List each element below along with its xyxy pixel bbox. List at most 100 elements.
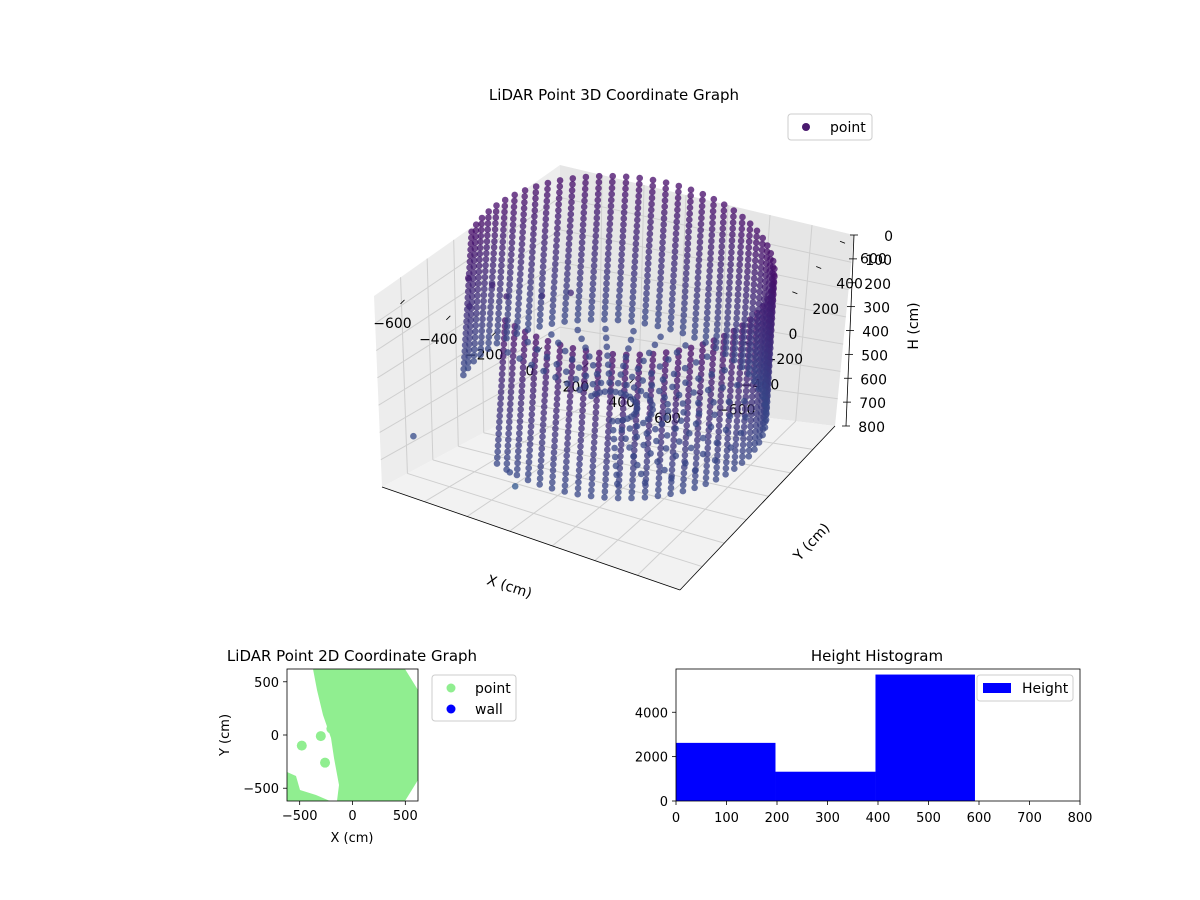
point-marker — [537, 457, 545, 464]
point-marker — [527, 423, 535, 430]
point-marker — [594, 190, 602, 198]
chart-2d-title: LiDAR Point 2D Coordinate Graph — [227, 647, 477, 665]
point-marker — [675, 182, 683, 190]
y-tick-label: 600 — [860, 251, 887, 267]
point-marker — [710, 201, 717, 209]
point-marker — [649, 188, 656, 196]
x-tick-label: 800 — [1068, 811, 1093, 826]
point-marker — [672, 230, 680, 237]
point-marker — [742, 387, 750, 395]
point-marker — [728, 363, 736, 371]
point-marker — [738, 225, 746, 233]
point-marker — [715, 422, 723, 429]
point-marker — [617, 371, 625, 378]
point-marker — [643, 278, 651, 285]
point-marker — [727, 387, 734, 395]
point-marker — [668, 302, 676, 309]
point-marker — [590, 439, 598, 446]
point-marker — [517, 412, 524, 419]
point-marker — [567, 204, 575, 212]
point-marker — [527, 278, 534, 286]
point-marker — [734, 297, 741, 304]
point-marker — [541, 239, 548, 247]
point-marker — [670, 272, 677, 279]
point-marker — [731, 351, 738, 358]
point-marker — [667, 484, 675, 492]
point-marker — [549, 479, 556, 486]
point-marker — [477, 232, 485, 240]
point-marker — [703, 327, 710, 334]
point-marker — [473, 298, 481, 305]
point-marker — [760, 307, 767, 315]
point-marker — [754, 312, 762, 320]
point-marker — [541, 227, 549, 235]
point-marker — [548, 320, 556, 328]
point-marker — [738, 231, 745, 239]
point-marker — [710, 195, 718, 203]
point-marker — [552, 419, 560, 426]
point-marker — [577, 263, 584, 270]
point-marker — [659, 376, 667, 383]
point-marker — [661, 203, 668, 210]
point-marker — [696, 389, 704, 396]
point-marker — [662, 361, 669, 368]
point-marker — [575, 473, 583, 480]
point-marker — [526, 440, 534, 448]
point-marker — [680, 311, 688, 319]
point-marker — [716, 416, 723, 423]
point-marker — [602, 298, 609, 305]
y-tick-label: −500 — [243, 782, 279, 797]
point-marker — [713, 439, 721, 447]
point-marker — [648, 200, 655, 208]
point-marker — [604, 256, 612, 264]
point-marker — [656, 292, 663, 300]
x-tick-label: 700 — [1017, 811, 1042, 826]
point-marker — [524, 476, 532, 484]
point-marker — [746, 429, 754, 436]
point-marker — [621, 375, 629, 383]
point-marker — [604, 440, 611, 448]
point-marker — [472, 227, 480, 234]
point-marker — [644, 266, 652, 273]
point-marker — [576, 281, 583, 288]
point-marker — [496, 418, 503, 426]
point-marker — [511, 483, 519, 490]
point-marker — [614, 480, 621, 488]
point-marker — [592, 409, 600, 416]
point-marker — [677, 417, 685, 425]
point-marker — [622, 353, 630, 361]
legend-3d: point — [787, 113, 873, 141]
point-marker — [739, 213, 746, 221]
point-marker — [587, 492, 595, 500]
point-marker — [514, 318, 521, 326]
point-marker — [736, 267, 743, 275]
point-marker — [682, 379, 689, 387]
point-marker — [498, 256, 506, 264]
point-marker — [483, 244, 491, 251]
point-marker — [625, 345, 632, 352]
point-marker — [749, 293, 757, 300]
point-marker — [539, 269, 546, 277]
point-marker — [717, 392, 725, 400]
point-marker — [505, 299, 512, 306]
point-marker — [611, 444, 618, 452]
point-marker — [474, 292, 481, 299]
point-marker — [758, 331, 766, 339]
point-marker — [592, 226, 600, 234]
point-marker — [679, 487, 687, 495]
point-marker — [591, 421, 599, 428]
point-marker — [693, 298, 700, 306]
point-marker — [645, 242, 653, 249]
point-marker — [595, 184, 602, 192]
point-marker — [673, 349, 681, 356]
point-marker — [538, 293, 545, 300]
point-marker — [519, 234, 526, 242]
point-marker — [671, 418, 679, 426]
point-marker — [679, 400, 687, 407]
y-axis-label: Y (cm) — [790, 520, 833, 565]
point-marker — [538, 445, 546, 452]
point-marker — [479, 309, 487, 317]
point-marker — [739, 351, 746, 359]
point-marker — [554, 389, 561, 397]
point-marker — [714, 314, 721, 322]
